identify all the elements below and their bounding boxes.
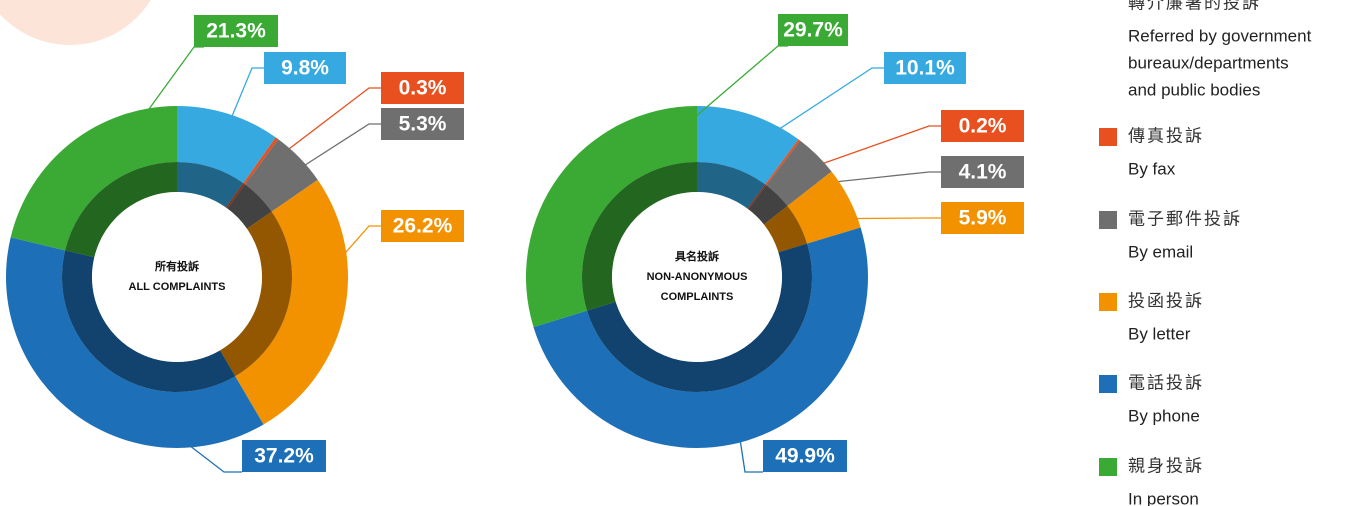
leader-line	[214, 67, 264, 158]
donut-inner-shade	[582, 162, 697, 311]
donut-segment	[765, 139, 801, 186]
donut-hole	[92, 192, 262, 362]
legend-swatch	[1099, 458, 1117, 476]
donut-inner-segment	[65, 162, 177, 258]
donut-segment	[245, 139, 318, 212]
label-box	[884, 52, 966, 84]
label-box	[941, 156, 1024, 188]
donut-inner-shade	[219, 211, 292, 377]
legend-swatch	[1099, 128, 1117, 146]
label-box	[264, 52, 346, 84]
donut-inner-segment	[763, 206, 808, 253]
legend-swatch	[1099, 211, 1117, 229]
label-box	[941, 110, 1024, 142]
donut-segment	[235, 179, 349, 425]
value-label: 29.7%	[783, 19, 843, 42]
donut-inner-shade	[62, 250, 236, 392]
center-label: 所有投訴	[155, 259, 199, 273]
legend-label-en: In person	[1128, 489, 1199, 506]
legend-swatch	[1099, 293, 1117, 311]
legend-swatch	[1099, 375, 1117, 393]
donut-inner-segment	[582, 162, 697, 311]
donut-inner-shade	[587, 243, 812, 392]
donut-inner-segment	[177, 162, 244, 208]
legend-label-zh: 電子郵件投訴	[1128, 209, 1242, 228]
donut-inner-segment	[226, 183, 246, 209]
donut-segment	[525, 106, 697, 328]
donut-inner-segment	[587, 243, 812, 392]
donut-inner-shade	[747, 184, 767, 210]
leader-line	[267, 123, 381, 190]
value-label: 49.9%	[775, 445, 835, 468]
label-box	[242, 440, 326, 472]
donut-segment	[766, 140, 832, 207]
legend-label-en: bureaux/departments	[1128, 53, 1289, 72]
donut-segment	[5, 237, 264, 449]
leader-line	[808, 217, 941, 220]
center-label: NON-ANONYMOUS	[647, 271, 748, 283]
donut-inner-shade	[227, 184, 272, 229]
donut-inner-shade	[697, 162, 766, 209]
donut-inner-segment	[62, 250, 236, 392]
value-label: 10.1%	[895, 57, 955, 80]
label-box	[763, 440, 847, 472]
legend-label-en: By fax	[1128, 159, 1176, 178]
decoration	[0, 0, 151, 45]
value-label: 0.2%	[959, 115, 1007, 138]
donut-inner-shade	[748, 185, 788, 225]
donut-inner-shade	[65, 162, 177, 258]
legend-label-en: By phone	[1128, 406, 1200, 425]
label-box	[381, 210, 464, 242]
label-box	[194, 15, 278, 47]
center-label: COMPLAINTS	[661, 291, 734, 303]
donut-segment	[243, 137, 279, 185]
legend-label-zh: 親身投訴	[1128, 456, 1204, 475]
legend-label-en: Referred by government	[1128, 26, 1312, 45]
value-label: 9.8%	[281, 57, 329, 80]
label-box	[381, 72, 464, 104]
leader-line	[733, 397, 763, 473]
legend-label-zh: 傳真投訴	[1128, 126, 1204, 145]
legend-label-zh: 電話投訴	[1128, 373, 1204, 392]
donut-inner-shade	[763, 206, 808, 253]
label-box	[778, 14, 848, 46]
donut-segment	[533, 227, 869, 449]
value-label: 26.2%	[393, 215, 453, 238]
donut-segment	[787, 171, 861, 244]
donut-inner-segment	[697, 162, 766, 209]
donut-inner-shade	[226, 183, 246, 209]
donut-inner-segment	[227, 184, 272, 229]
leader-line	[735, 67, 884, 158]
legend-label-en: By letter	[1128, 324, 1191, 343]
legend-label-zh: 投函投訴	[1128, 291, 1204, 310]
value-label: 0.3%	[399, 77, 447, 100]
value-label: 5.9%	[959, 207, 1007, 230]
legend-label-en: By email	[1128, 242, 1193, 261]
legend-label-zh: 轉介廉署的投訴	[1128, 0, 1261, 12]
donut-inner-shade	[177, 162, 244, 208]
value-label: 4.1%	[959, 161, 1007, 184]
value-label: 37.2%	[254, 445, 314, 468]
label-box	[381, 108, 464, 140]
donut-segment	[177, 106, 276, 184]
center-label: ALL COMPLAINTS	[129, 281, 226, 293]
leader-line	[299, 225, 381, 305]
donut-inner-segment	[747, 184, 767, 210]
center-label: 具名投訴	[675, 249, 719, 263]
value-label: 5.3%	[399, 113, 447, 136]
value-label: 21.3%	[206, 20, 266, 43]
label-box	[941, 202, 1024, 234]
legend-label-en: and public bodies	[1128, 80, 1260, 99]
donut-hole	[612, 192, 782, 362]
donut-segment	[10, 106, 178, 251]
leader-line	[101, 377, 242, 473]
donut-inner-segment	[748, 185, 788, 225]
donut-inner-segment	[219, 211, 292, 377]
donut-segment	[697, 106, 799, 185]
